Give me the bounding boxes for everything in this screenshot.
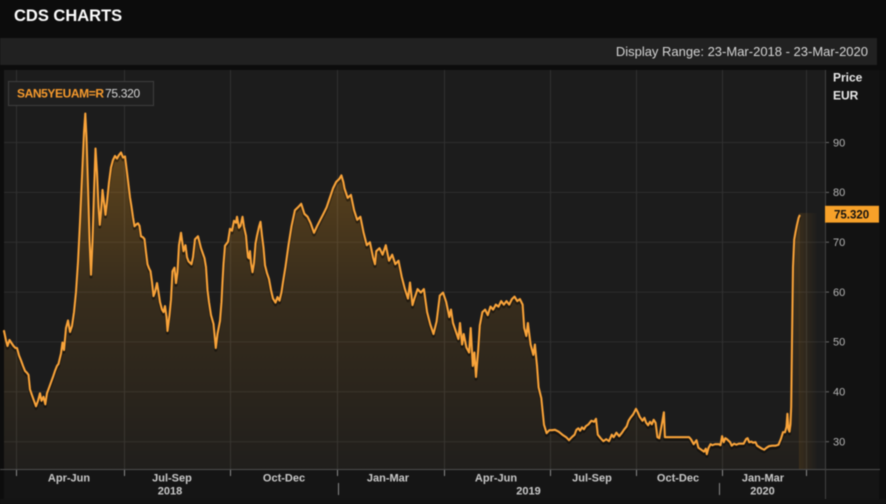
svg-text:Jul-Sep: Jul-Sep (152, 473, 192, 485)
svg-text:2018: 2018 (158, 486, 182, 498)
svg-text:2020: 2020 (750, 486, 774, 498)
svg-text:Oct-Dec: Oct-Dec (657, 473, 699, 485)
svg-text:40: 40 (833, 387, 845, 399)
svg-text:Jul-Sep: Jul-Sep (572, 473, 612, 485)
svg-text:Apr-Jun: Apr-Jun (475, 473, 517, 485)
svg-text:SAN5YEUAM=R: SAN5YEUAM=R (17, 87, 104, 101)
svg-text:75.320: 75.320 (834, 209, 869, 221)
svg-text:90: 90 (833, 137, 845, 149)
svg-text:Jan-Mar: Jan-Mar (742, 473, 785, 485)
svg-text:Apr-Jun: Apr-Jun (48, 473, 90, 485)
svg-text:EUR: EUR (833, 89, 859, 103)
svg-text:Oct-Dec: Oct-Dec (263, 473, 305, 485)
svg-text:2019: 2019 (516, 486, 540, 498)
svg-text:80: 80 (833, 187, 845, 199)
svg-text:75.320: 75.320 (105, 87, 141, 101)
svg-text:60: 60 (833, 287, 845, 299)
svg-text:70: 70 (833, 237, 845, 249)
svg-text:Jan-Mar: Jan-Mar (367, 473, 410, 485)
svg-text:Price: Price (833, 71, 863, 85)
svg-text:50: 50 (833, 337, 845, 349)
svg-text:30: 30 (833, 437, 845, 449)
